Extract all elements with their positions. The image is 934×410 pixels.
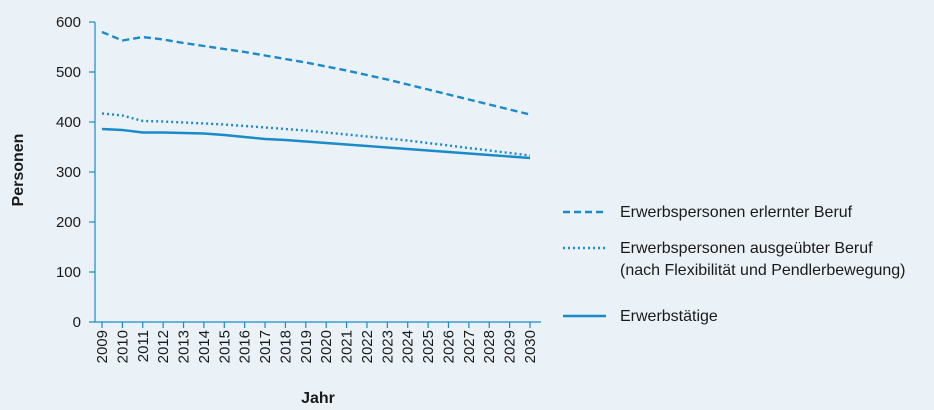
y-tick-label: 400 — [56, 114, 81, 131]
series-line-1 — [101, 30, 531, 116]
y-tick-label: 500 — [56, 64, 81, 81]
x-tick-label: 2021 — [339, 330, 356, 363]
series-line-2 — [101, 112, 531, 157]
series-lines — [101, 30, 531, 160]
x-tick-label: 2017 — [257, 330, 274, 363]
x-tick-label: 2024 — [400, 330, 417, 363]
x-tick-label: 2020 — [318, 330, 335, 363]
y-tick-label: 0 — [73, 314, 81, 331]
x-tick-label: 2009 — [94, 330, 111, 363]
x-tick-label: 2012 — [155, 330, 172, 363]
legend-label-3: Erwerbstätige — [620, 308, 718, 325]
y-tick-label: 300 — [56, 164, 81, 181]
x-tick-label: 2016 — [237, 330, 254, 363]
x-tick-label: 2014 — [196, 330, 213, 363]
x-tick-label: 2015 — [216, 330, 233, 363]
x-tick-label: 2019 — [298, 330, 315, 363]
x-tick-label: 2023 — [379, 330, 396, 363]
x-tick-label: 2026 — [440, 330, 457, 363]
x-tick-label: 2011 — [135, 330, 152, 362]
y-tick-label: 100 — [56, 264, 81, 281]
y-axis-ticks: 0 100 200 300 400 500 600 — [56, 14, 95, 331]
x-tick-label: 2030 — [522, 330, 539, 363]
y-tick-label: 200 — [56, 214, 81, 231]
legend: Erwerbspersonen erlernter Beruf Erwerbspe… — [563, 204, 906, 325]
y-axis-title: Personen — [10, 134, 27, 207]
x-tick-label: 2029 — [502, 330, 519, 363]
x-tick-label: 2013 — [176, 330, 193, 363]
legend-label-2: Erwerbspersonen ausgeübter Beruf — [620, 240, 873, 257]
x-axis-title: Jahr — [301, 390, 335, 407]
x-tick-label: 2028 — [481, 330, 498, 363]
x-tick-label: 2022 — [359, 330, 376, 363]
x-tick-label: 2018 — [277, 330, 294, 363]
x-tick-label: 2025 — [420, 330, 437, 363]
x-tick-label: 2010 — [114, 330, 131, 363]
series-line-3 — [101, 127, 531, 160]
x-axis-ticks: 2009 2010 2011 2012 2013 2014 2015 2016 2017 2018… — [94, 322, 539, 363]
legend-label-1: Erwerbspersonen erlernter Beruf — [620, 204, 853, 221]
legend-label-2-line2: (nach Flexibilität und Pendlerbewegung) — [620, 262, 906, 279]
y-tick-label: 600 — [56, 14, 81, 31]
x-tick-label: 2027 — [461, 330, 478, 363]
